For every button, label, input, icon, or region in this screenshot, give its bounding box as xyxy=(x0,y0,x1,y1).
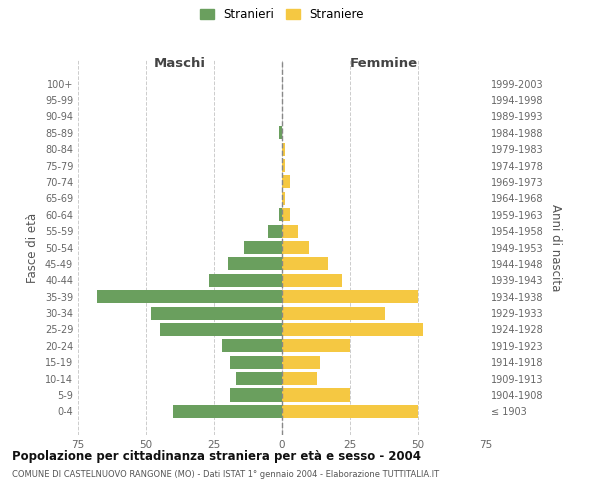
Bar xyxy=(282,405,418,418)
Bar xyxy=(230,388,282,402)
Bar xyxy=(282,176,290,188)
Bar xyxy=(282,159,285,172)
Bar xyxy=(227,258,282,270)
Text: Popolazione per cittadinanza straniera per età e sesso - 2004: Popolazione per cittadinanza straniera p… xyxy=(12,450,421,463)
Bar xyxy=(282,142,285,156)
Bar xyxy=(268,224,282,237)
Bar xyxy=(160,323,282,336)
Bar xyxy=(282,274,342,287)
Bar xyxy=(279,126,282,140)
Bar xyxy=(97,290,282,303)
Bar xyxy=(173,405,282,418)
Bar xyxy=(282,306,385,320)
Bar xyxy=(209,274,282,287)
Bar xyxy=(282,356,320,369)
Text: Maschi: Maschi xyxy=(154,58,206,70)
Bar xyxy=(236,372,282,385)
Text: Femmine: Femmine xyxy=(350,58,418,70)
Y-axis label: Anni di nascita: Anni di nascita xyxy=(549,204,562,291)
Bar xyxy=(244,241,282,254)
Text: COMUNE DI CASTELNUOVO RANGONE (MO) - Dati ISTAT 1° gennaio 2004 - Elaborazione T: COMUNE DI CASTELNUOVO RANGONE (MO) - Dat… xyxy=(12,470,439,479)
Bar xyxy=(282,388,350,402)
Bar xyxy=(282,372,317,385)
Bar xyxy=(282,224,298,237)
Bar xyxy=(222,340,282,352)
Bar xyxy=(279,208,282,222)
Bar xyxy=(282,258,328,270)
Bar xyxy=(282,192,285,205)
Bar xyxy=(151,306,282,320)
Bar xyxy=(282,290,418,303)
Bar xyxy=(282,208,290,222)
Bar xyxy=(282,340,350,352)
Bar xyxy=(230,356,282,369)
Bar xyxy=(282,241,309,254)
Legend: Stranieri, Straniere: Stranieri, Straniere xyxy=(197,6,367,24)
Bar xyxy=(282,323,424,336)
Y-axis label: Fasce di età: Fasce di età xyxy=(26,212,39,282)
